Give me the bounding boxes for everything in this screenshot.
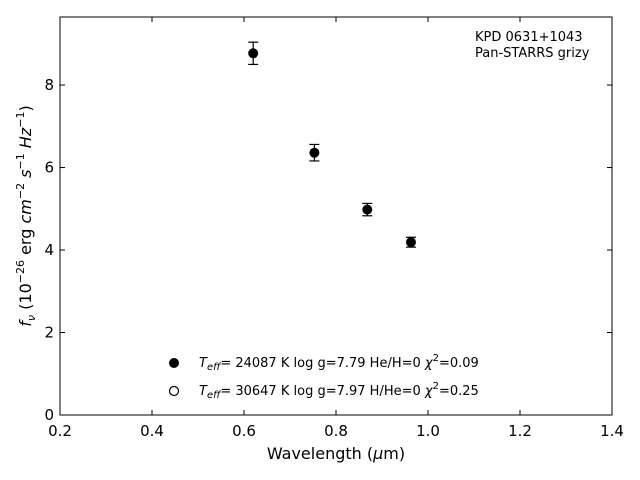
y-tick-label: 0 xyxy=(44,406,54,424)
x-tick-label: 0.4 xyxy=(140,422,164,440)
data-point xyxy=(248,48,259,59)
y-tick-label: 4 xyxy=(44,241,54,259)
legend-entry-1: Teff= 24087 K log g=7.79 He/H=0 χ2=0.09 xyxy=(199,353,479,373)
data-point xyxy=(405,237,416,248)
legend-marker-filled xyxy=(169,358,179,368)
y-tick-label: 6 xyxy=(44,159,54,177)
plot-frame xyxy=(59,16,613,416)
legend: Teff= 24087 K log g=7.79 He/H=0 χ2=0.09 … xyxy=(168,353,479,401)
annotation-line-2: Pan-STARRS grizy xyxy=(475,46,590,61)
x-tick-label: 1.2 xyxy=(508,422,532,440)
x-tick-label: 1.0 xyxy=(416,422,440,440)
y-tick-label: 8 xyxy=(44,76,54,94)
data-point xyxy=(362,204,373,215)
x-tick-label: 0.2 xyxy=(48,422,72,440)
data-marks xyxy=(248,41,416,248)
y-axis-label: fν (10−26 erg cm−2 s−1 Hz−1) xyxy=(14,105,38,326)
x-tick-label: 0.6 xyxy=(232,422,256,440)
y-tick-label: 2 xyxy=(44,324,54,342)
x-tick-label: 0.8 xyxy=(324,422,348,440)
legend-marker-open xyxy=(168,385,180,397)
x-tick-label: 1.4 xyxy=(600,422,624,440)
tick-group: 0.2 0.4 0.6 0.8 1.0 1.2 1.4 0 2 4 6 8 xyxy=(44,17,624,440)
x-axis-label: Wavelength (μm) xyxy=(267,444,405,463)
data-point xyxy=(309,147,320,158)
annotation-line-1: KPD 0631+1043 xyxy=(475,30,583,45)
legend-entry-2: Teff= 30647 K log g=7.97 H/He=0 χ2=0.25 xyxy=(199,381,479,401)
